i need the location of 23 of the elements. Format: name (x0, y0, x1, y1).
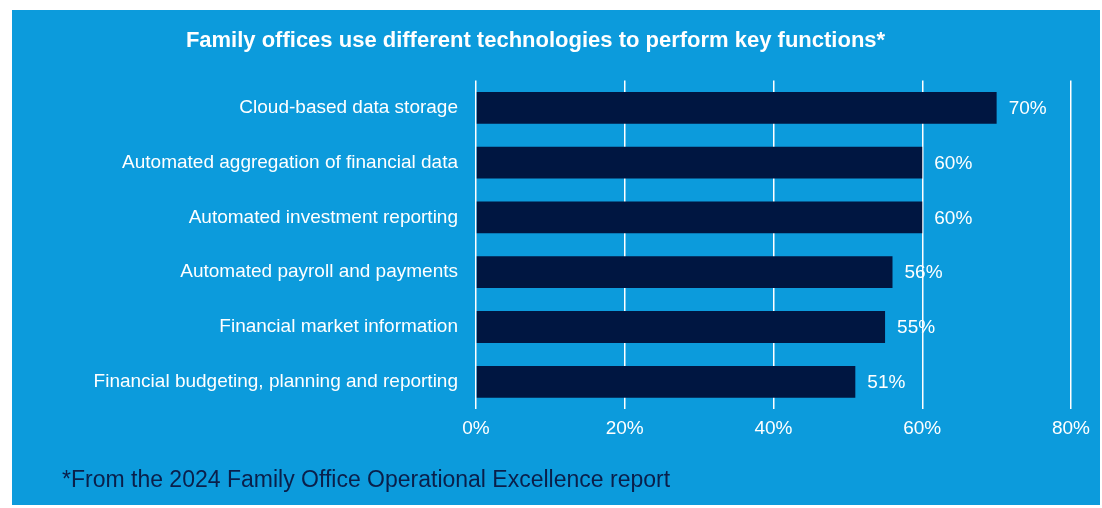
x-tick-label: 20% (605, 416, 644, 438)
x-tick-label: 40% (754, 416, 793, 438)
x-tick-label: 0% (462, 416, 490, 438)
bar (476, 365, 856, 398)
text: *From the 2024 Family Office Operational Excellence report (62, 466, 671, 493)
x-tick-label: 80% (1051, 416, 1091, 438)
y-tick-label: Automated investment reporting (188, 205, 458, 227)
bar (476, 91, 997, 124)
y-tick-label: Financial budgeting, planning and reporting (93, 370, 458, 392)
y-tick-label: Automated aggregation of financial data (122, 150, 459, 172)
y-tick-label: Cloud-based data storage (239, 96, 458, 118)
data-label: 60% (934, 151, 973, 173)
data-label: 70% (1008, 97, 1047, 119)
data-label: 60% (934, 206, 973, 228)
y-tick-label: Financial market information (219, 315, 458, 337)
data-label: 51% (867, 371, 906, 393)
bar (476, 146, 923, 179)
x-tick-label: 60% (903, 416, 942, 438)
bar (476, 311, 886, 343)
bar (476, 201, 923, 234)
y-tick-label: Automated payroll and payments (180, 260, 458, 282)
chart-title: Family offices use different technologies to perform key functions* (185, 27, 886, 53)
bar (476, 256, 893, 289)
